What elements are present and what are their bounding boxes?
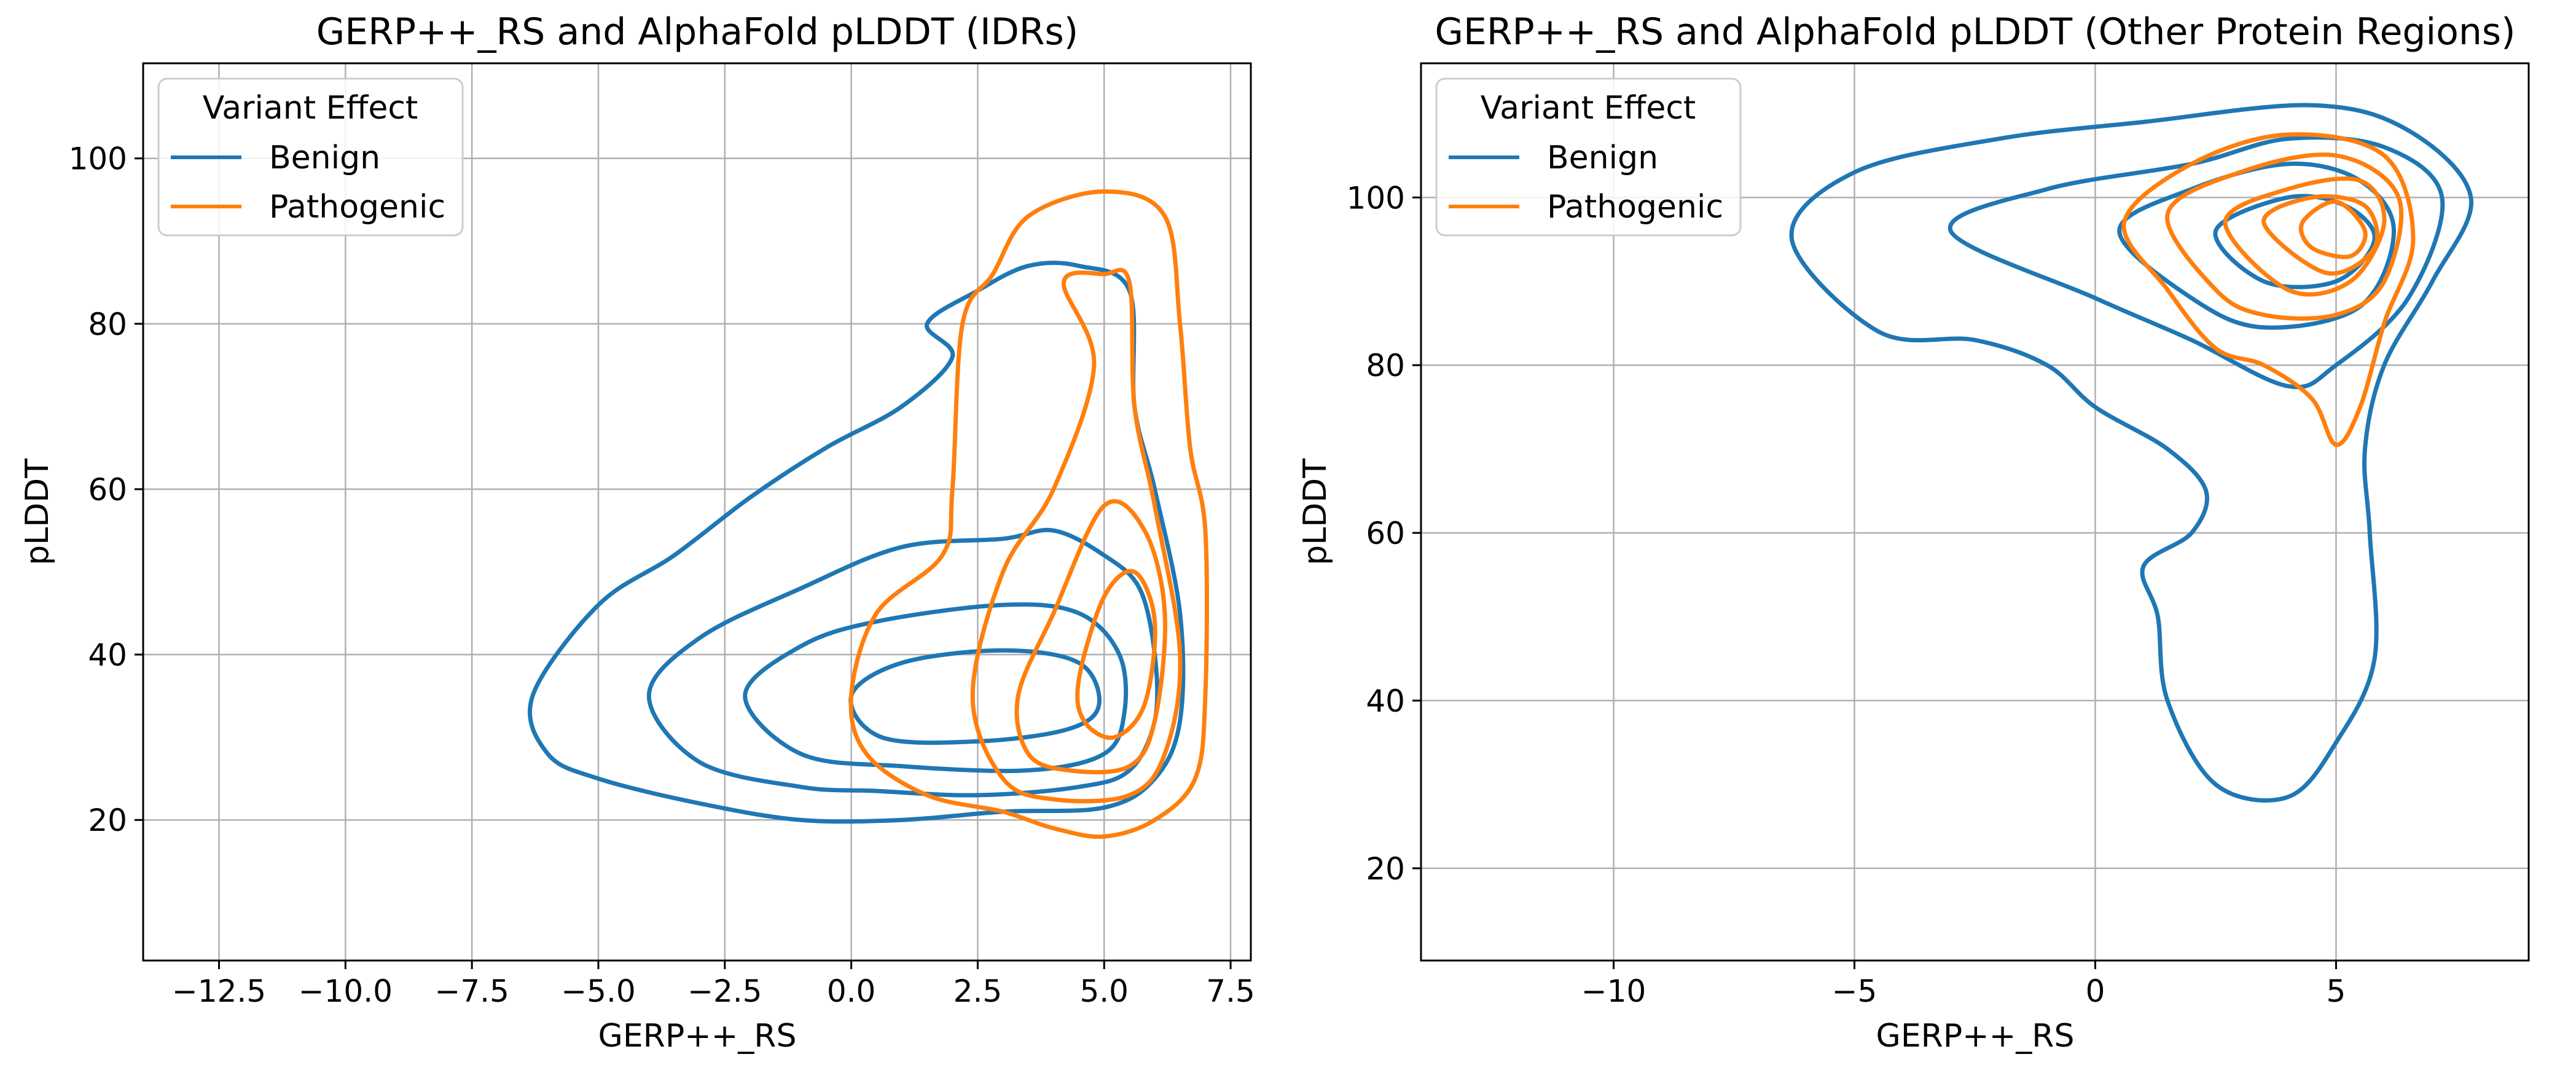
other-regions-y-tick-label: 80 [1366,348,1405,383]
other-regions-x-axis-label: GERP++_RS [1876,1018,2075,1055]
other-regions-x-tick-label: −5 [1832,973,1877,1009]
other-regions-pathogenic-contour-2 [2165,152,2404,321]
other-regions-y-axis-label: pLDDT [1297,458,1334,565]
idr-legend-title: Variant Effect [203,90,418,127]
other-regions-x-tick-label: 5 [2327,973,2346,1009]
idr-x-tick-label: −12.5 [172,973,266,1009]
idr-pathogenic-contour-2 [970,267,1183,804]
other-regions-ticks: −10 −5 0 5 20 40 60 80 100 [1347,180,2346,1009]
idr-y-tick-label: 40 [88,637,127,673]
idr-x-tick-label: −10.0 [299,973,393,1009]
other-regions-legend: Variant Effect Benign Pathogenic [1435,77,1742,237]
other-regions-benign-contour-2 [1948,135,2445,390]
other-regions-x-tick-label: 0 [2086,973,2105,1009]
idr-pathogenic-contour-1 [848,189,1209,839]
idr-pathogenic-contour-4 [1075,568,1157,740]
other-regions-benign-contour-4 [2213,194,2377,289]
idr-legend: Variant Effect Benign Pathogenic [157,77,464,237]
idr-x-tick-label: −2.5 [687,973,762,1009]
idr-legend-pathogenic-label: Pathogenic [269,189,445,226]
other-regions-legend-box [1435,77,1742,237]
idr-y-tick-label: 60 [88,472,127,508]
idr-x-tick-label: 2.5 [953,973,1003,1009]
idr-ticks: −12.5 −10.0 −7.5 −5.0 −2.5 0.0 2.5 5.0 7.5 20 40 60… [69,141,1255,1009]
other-regions-axes-frame [1420,62,2530,962]
idr-x-tick-label: 0.0 [827,973,876,1009]
idr-legend-box [157,77,464,237]
idr-y-axis-label: pLDDT [19,458,56,565]
other-regions-y-tick-label: 20 [1366,851,1405,887]
idr-x-tick-label: −7.5 [434,973,509,1009]
idr-legend-benign-label: Benign [269,140,380,176]
idr-x-tick-label: 5.0 [1079,973,1129,1009]
other-regions-y-tick-label: 100 [1347,180,1405,216]
idr-y-tick-label: 80 [88,307,127,342]
idr-contours [528,189,1209,839]
other-regions-pathogenic-contour-1 [2121,132,2416,447]
other-regions-contours [1789,103,2474,803]
other-regions-x-tick-label: −10 [1581,973,1646,1009]
other-regions-y-tick-label: 60 [1366,516,1405,551]
other-regions-pathogenic-contour-3 [2223,176,2387,297]
other-regions-benign-contour-1 [1789,103,2474,803]
idr-x-tick-label: −5.0 [561,973,635,1009]
idr-chart-panel: GERP++_RS and AlphaFold pLDDT (IDRs) −12… [19,10,1255,1055]
other-regions-legend-benign-label: Benign [1547,140,1658,176]
other-regions-pathogenic-contour-5 [2298,199,2368,259]
idr-chart-title: GERP++_RS and AlphaFold pLDDT (IDRs) [316,10,1078,53]
other-regions-chart-panel: GERP++_RS and AlphaFold pLDDT (Other Pro… [1297,10,2530,1055]
other-regions-pathogenic-contour-4 [2261,194,2379,276]
idr-pathogenic-contour-3 [1014,499,1167,775]
other-regions-chart-title: GERP++_RS and AlphaFold pLDDT (Other Pro… [1435,10,2515,53]
idr-y-tick-label: 20 [88,803,127,838]
idr-axes-frame [142,62,1252,962]
idr-benign-contour-3 [743,602,1129,774]
idr-benign-contour-4 [848,648,1102,745]
idr-x-tick-label: 7.5 [1206,973,1255,1009]
idr-y-tick-label: 100 [69,141,127,177]
idr-x-axis-label: GERP++_RS [598,1018,797,1055]
other-regions-legend-title: Variant Effect [1481,90,1696,127]
idr-grid [143,63,1251,961]
other-regions-y-tick-label: 40 [1366,683,1405,719]
other-regions-legend-pathogenic-label: Pathogenic [1547,189,1723,226]
